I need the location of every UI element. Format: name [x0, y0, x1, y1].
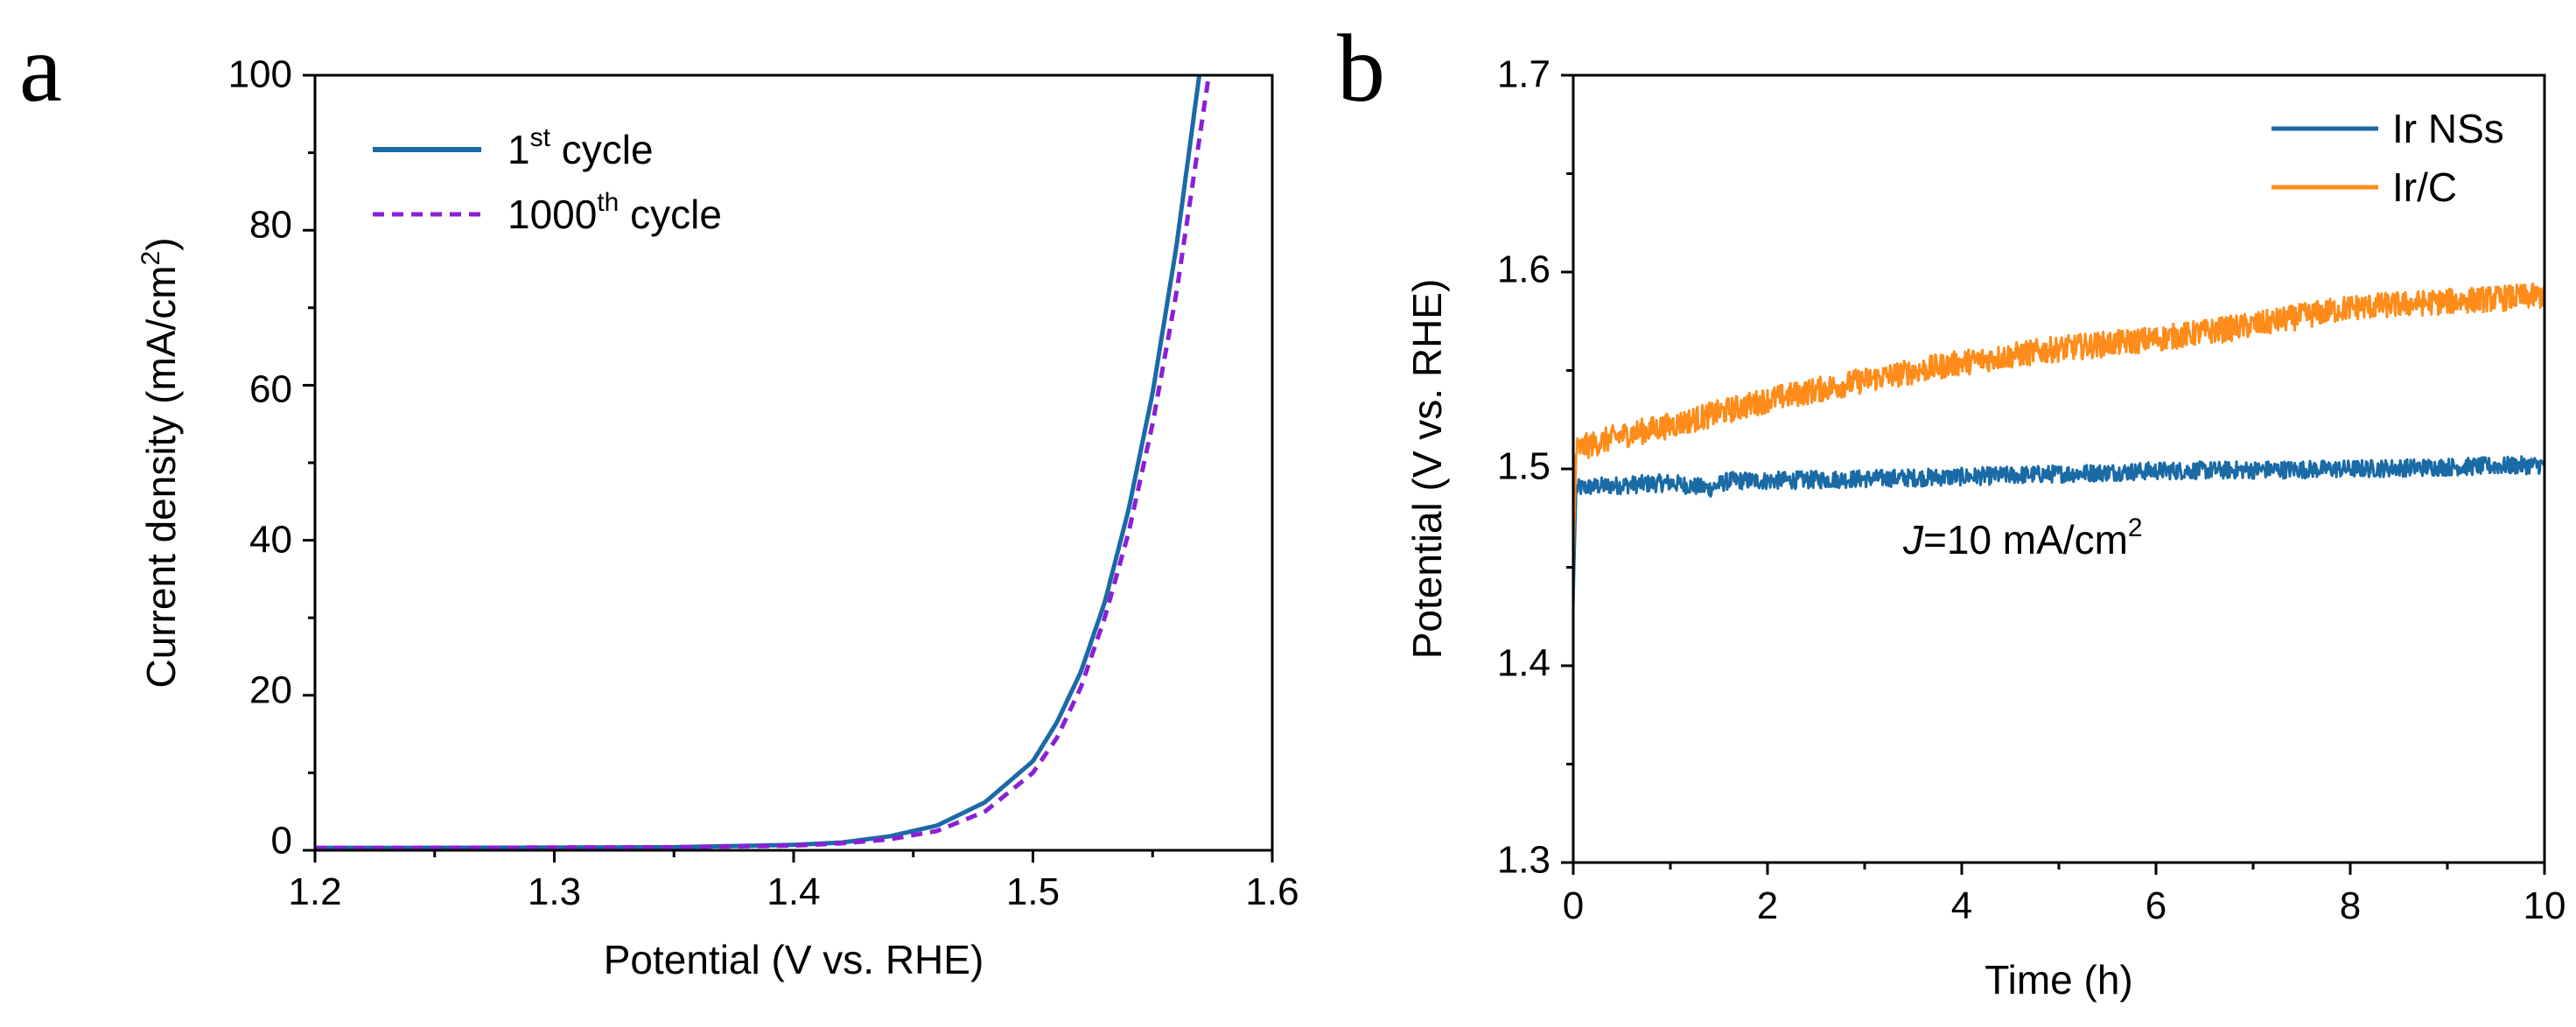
b-x-axis-title: Time (h)	[1984, 957, 2133, 1003]
a-y-axis-title: Current density (mA/cm2)	[136, 237, 184, 688]
b-current-density-annotation: J=10 mA/cm2	[1902, 514, 2143, 562]
legend-label-1st-cycle: 1st cycle	[508, 123, 654, 172]
b-annotation-main: =10 mA/cm	[1923, 517, 2128, 562]
a-ytick-label: 60	[249, 368, 292, 411]
panel-b-letter: b	[1337, 15, 1385, 122]
panel-b: b 0 2 4 6 8 10 1.3 1.4 1.5 1.6 1.7 Time …	[1337, 15, 2566, 1003]
series-line-a-1	[315, 75, 1211, 850]
b-xtick-label: 6	[2146, 884, 2166, 927]
legend-label-ir-nss: Ir NSs	[2392, 106, 2504, 151]
b-ytick-label: 1.6	[1497, 248, 1550, 291]
a-y-axis-title-sup: 2	[136, 251, 165, 266]
a-ytick-label: 100	[228, 53, 292, 96]
a-xtick-label: 1.3	[528, 870, 581, 913]
legend-label-1000th-cycle: 1000th cycle	[508, 188, 722, 237]
b-annotation-sup: 2	[2128, 514, 2143, 542]
b-ytick-label: 1.4	[1497, 642, 1550, 685]
panel-a-series	[315, 75, 1211, 850]
panel-b-legend: Ir NSs Ir/C	[2272, 106, 2504, 210]
panel-a: a 1.2 1.3 1.4 1.5 1.6 0 20 40 60 80 100 …	[19, 15, 1299, 982]
b-xtick-label: 0	[1563, 884, 1584, 927]
panel-a-axes-frame	[313, 73, 1274, 852]
panel-b-series	[1573, 282, 2544, 607]
b-y-axis-title: Potential (V vs. RHE)	[1404, 279, 1450, 660]
a-y-axis-title-end: )	[138, 237, 184, 250]
series-line-b-0	[1573, 455, 2544, 607]
a-ytick-label: 20	[249, 669, 292, 712]
legend-1st-end: cycle	[550, 127, 654, 172]
a-xtick-label: 1.5	[1006, 870, 1060, 913]
a-xtick-label: 1.6	[1245, 870, 1298, 913]
b-xtick-label: 10	[2524, 884, 2566, 927]
legend-1st-sup: st	[530, 123, 551, 152]
series-line-b-1	[1573, 282, 2544, 558]
series-line-a-0	[315, 75, 1202, 850]
a-ytick-label: 40	[249, 519, 292, 562]
a-y-axis-title-main: Current density (mA/cm	[138, 265, 184, 688]
panel-a-ticks	[303, 73, 1274, 863]
panel-a-legend: 1st cycle 1000th cycle	[373, 123, 722, 237]
legend-label-ir-c: Ir/C	[2392, 164, 2457, 210]
legend-1000th-end: cycle	[619, 192, 722, 237]
a-x-axis-title: Potential (V vs. RHE)	[604, 937, 984, 982]
a-xtick-label: 1.4	[766, 870, 820, 913]
b-xtick-label: 8	[2340, 884, 2361, 927]
panel-b-ticks	[1561, 73, 2546, 875]
a-xtick-label: 1.2	[288, 870, 341, 913]
b-ytick-label: 1.5	[1497, 445, 1550, 488]
b-annotation-italic: J	[1902, 517, 1924, 562]
a-ytick-label: 0	[271, 820, 292, 863]
panel-a-letter: a	[19, 15, 62, 122]
b-ytick-label: 1.7	[1497, 53, 1550, 96]
legend-1st-main: 1	[508, 127, 530, 172]
b-ytick-label: 1.3	[1497, 839, 1550, 882]
a-ytick-label: 80	[249, 204, 292, 247]
b-xtick-label: 2	[1757, 884, 1778, 927]
legend-1000th-sup: th	[597, 188, 619, 217]
legend-1000th-main: 1000	[508, 192, 597, 237]
b-xtick-label: 4	[1951, 884, 1972, 927]
